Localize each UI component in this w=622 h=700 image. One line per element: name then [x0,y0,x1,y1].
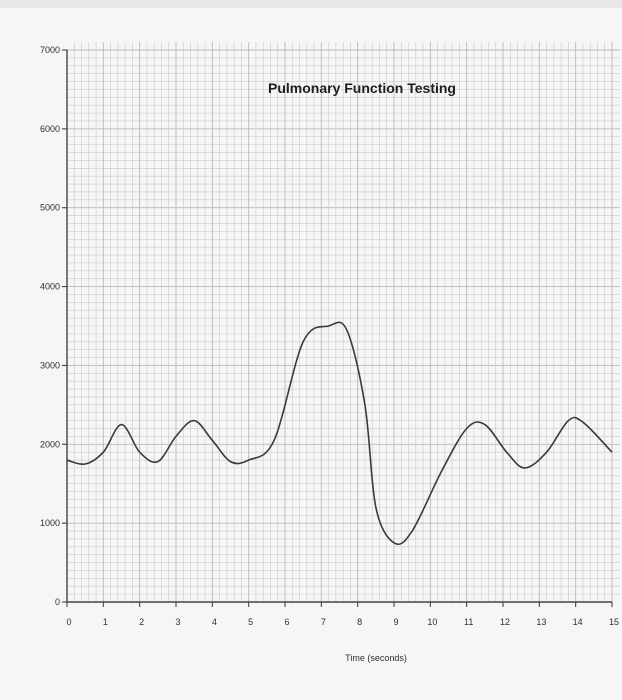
x-tick-label: 9 [393,617,398,627]
x-tick-label: 4 [212,617,217,627]
x-tick-label: 13 [536,617,546,627]
y-tick-label: 7000 [40,45,60,55]
x-tick-label: 14 [573,617,583,627]
x-tick-label: 11 [464,617,473,627]
x-tick-label: 6 [284,617,289,627]
chart-paper [0,8,622,700]
x-tick-label: 5 [248,617,253,627]
x-tick-label: 12 [500,617,510,627]
y-tick-label: 1000 [40,518,60,528]
chart-title: Pulmonary Function Testing [268,80,456,96]
x-tick-label: 7 [321,617,326,627]
axes [66,50,612,603]
x-tick-label: 2 [139,617,144,627]
y-tick-label: 3000 [40,360,60,370]
y-tick-label: 6000 [40,124,60,134]
y-tick-label: 2000 [40,439,60,449]
grid [67,42,620,602]
x-tick-label: 3 [175,617,180,627]
x-ticks: 0 1 2 3 4 5 6 7 8 9 10 11 12 13 14 15 [66,602,619,627]
y-tick-label: 5000 [40,203,60,213]
x-tick-label: 10 [427,617,437,627]
x-tick-label: 8 [357,617,362,627]
series-line [66,321,613,546]
x-tick-label: 1 [103,617,108,627]
y-tick-label: 0 [55,597,60,607]
x-tick-label: 15 [609,617,619,627]
y-ticks: 0 1000 2000 3000 4000 5000 6000 7000 [40,45,67,607]
x-tick-label: 0 [66,617,71,627]
y-tick-label: 4000 [40,282,60,292]
x-axis-label: Time (seconds) [345,653,407,663]
